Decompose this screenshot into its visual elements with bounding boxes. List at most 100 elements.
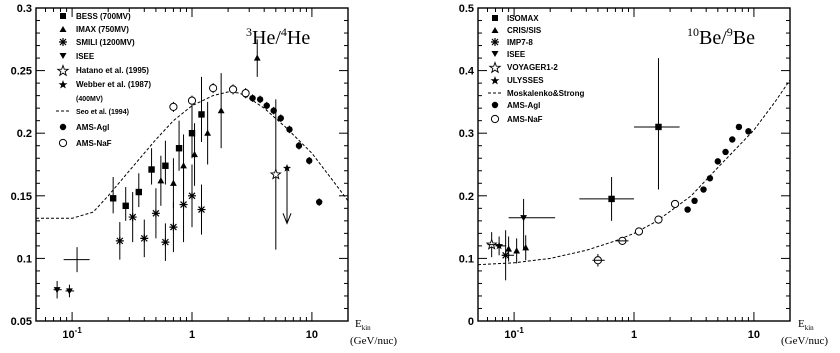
x-axis-unit: (GeV/nuc) xyxy=(350,335,397,347)
legend-marker-star8 xyxy=(491,38,499,46)
legend-marker-square xyxy=(60,13,66,19)
y-tick-labels: 0.05 0.1 0.15 0.2 0.25 0.3 xyxy=(11,3,32,328)
data-point-star8 xyxy=(169,223,178,232)
data-point-circle-filled xyxy=(315,198,323,206)
data-point-triangle-up-filled xyxy=(170,179,177,186)
legend-marker-circle-filled xyxy=(491,101,499,109)
legend-item: AMS-Agl xyxy=(491,101,540,110)
legend-item: AMS-NaF xyxy=(58,138,112,148)
legend-item: Moskalenko&Strong xyxy=(488,89,584,98)
legend-marker-star-open xyxy=(56,64,70,77)
y-tick-label: 0.2 xyxy=(17,128,32,140)
data-point-star8 xyxy=(128,213,137,222)
data-point-circle-filled xyxy=(249,94,256,102)
legend-marker-star-filled xyxy=(58,80,68,89)
legend-item: ISOMAX xyxy=(492,14,539,23)
chart-title: 10Be/9Be xyxy=(687,25,755,49)
x-tick-labels: 10-1 1 10 xyxy=(504,326,760,341)
legend-label: Seo et al. (1994) xyxy=(76,109,129,116)
data-point-square-filled xyxy=(135,188,142,196)
x-tick-label: 10 xyxy=(748,329,760,341)
data-point-triangle-up-filled xyxy=(191,150,198,158)
legend-marker-square xyxy=(492,15,498,21)
data-point-circle-open xyxy=(654,215,663,224)
legend-item: VOYAGER1-2 xyxy=(488,61,558,74)
data-point-star8 xyxy=(197,205,206,214)
data-point-circle-filled xyxy=(691,197,698,205)
y-tick-label: 0.05 xyxy=(11,316,32,328)
data-point-square-filled xyxy=(175,145,183,152)
data-point-circle-open xyxy=(241,89,250,98)
legend-label-extra: (400MV) xyxy=(76,96,103,103)
y-tick-label: 0.15 xyxy=(11,191,32,203)
data-point-circle-filled xyxy=(306,157,313,164)
data-point-triangle-up-filled xyxy=(505,245,513,252)
data-point-star-open xyxy=(269,168,282,180)
data-point-circle-filled xyxy=(722,148,729,156)
data-point-circle-filled xyxy=(286,126,293,133)
model-curve xyxy=(477,79,791,266)
upper-limit-arrow xyxy=(282,168,292,225)
data-point-triangle-up-filled xyxy=(157,177,165,184)
model-curve xyxy=(36,91,349,219)
legend-item: CRIS/SIS xyxy=(491,26,542,35)
data-point-circle-open xyxy=(670,199,680,209)
data-point-star8 xyxy=(161,238,170,247)
data-marks xyxy=(477,58,791,281)
legend-label: AMS-NaF xyxy=(76,139,112,148)
legend-label: ISEE xyxy=(507,50,526,59)
data-point-circle-filled xyxy=(729,136,736,143)
legend-marker-triangle-down xyxy=(59,53,67,59)
x-tick-label: 1 xyxy=(631,329,637,341)
legend-item: IMAX (750MV) xyxy=(59,25,129,34)
y-tick-label: 0.3 xyxy=(459,128,474,140)
legend-marker-circle-filled xyxy=(59,123,67,131)
legend-item: SMILI (1200MV) xyxy=(59,38,135,47)
legend-label: BESS (700MV) xyxy=(76,12,131,21)
data-point-triangle-up-filled xyxy=(204,129,212,136)
legend-label: ISOMAX xyxy=(507,14,539,23)
y-tick-label: 0.2 xyxy=(459,191,474,203)
data-marks xyxy=(36,39,349,299)
data-point-star8 xyxy=(151,209,160,218)
legend-marker-star-open xyxy=(488,61,502,74)
data-point-circle-filled xyxy=(277,114,284,122)
y-tick-label: 0 xyxy=(468,316,474,328)
data-point-star8 xyxy=(140,234,149,243)
data-point-circle-open xyxy=(209,84,218,93)
legend-marker-triangle-up xyxy=(59,26,67,32)
legend-item: Hatano et al. (1995) xyxy=(56,64,149,77)
legend-label: IMP7-8 xyxy=(507,38,533,47)
y-tick-labels: 0 0.1 0.2 0.3 0.4 0.5 xyxy=(459,3,475,328)
data-point-circle-filled xyxy=(256,96,264,103)
legend-item: ULYSSES xyxy=(490,76,544,85)
x-tick-label: 1 xyxy=(189,329,195,341)
legend-label: AMS-Agl xyxy=(507,101,540,110)
x-axis-label: Ekin xyxy=(798,318,814,332)
legend-marker-circle-open xyxy=(490,114,500,124)
data-point-circle-open xyxy=(169,102,178,112)
legend-item: IMP7-8 xyxy=(491,38,533,47)
legend-label: ULYSSES xyxy=(507,76,544,85)
axis-ticks xyxy=(477,7,791,322)
data-point-circle-filled xyxy=(684,206,691,213)
legend-label: Hatano et al. (1995) xyxy=(76,66,149,75)
legend-marker-star-filled xyxy=(490,76,500,85)
data-point-circle-filled xyxy=(263,102,270,109)
legend-item: BESS (700MV) xyxy=(60,12,131,21)
data-point-star8 xyxy=(115,236,124,245)
data-point-triangle-up-filled xyxy=(253,54,261,61)
data-point-square-filled xyxy=(188,130,196,137)
legend-label: AMS-NaF xyxy=(507,115,543,124)
data-point-circle-filled xyxy=(295,142,303,149)
y-tick-label: 0.25 xyxy=(11,66,32,78)
data-point-circle-filled xyxy=(700,186,707,193)
legend-item: ISEE xyxy=(59,52,95,61)
legend-label: IMAX (750MV) xyxy=(76,25,129,34)
legend-marker-triangle-down xyxy=(491,51,499,57)
data-point-triangle-up-filled xyxy=(513,247,521,254)
chart-title: 3He/4He xyxy=(246,25,310,49)
y-tick-label: 0.1 xyxy=(459,253,474,265)
y-tick-label: 0.4 xyxy=(459,66,475,78)
